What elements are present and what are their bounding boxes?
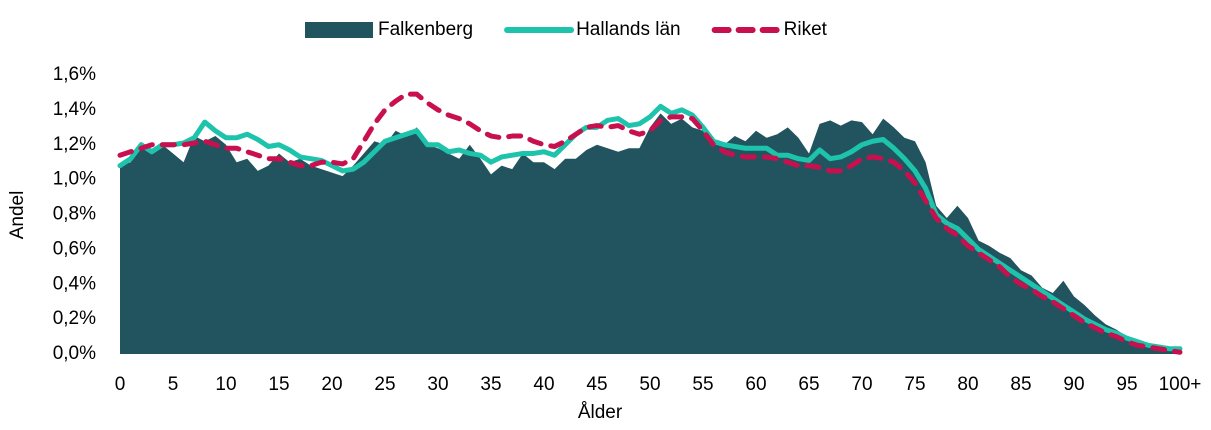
y-tick-label: 0,8%: [53, 204, 96, 225]
x-tick-label: 10: [215, 374, 236, 395]
legend-label: Falkenberg: [378, 19, 473, 40]
x-tick-label: 45: [586, 374, 607, 395]
x-tick-label: 100+: [1159, 374, 1202, 395]
x-tick-label: 0: [115, 374, 126, 395]
x-axis-title: Ålder: [578, 402, 623, 423]
x-tick-label: 40: [533, 374, 554, 395]
x-tick-label: 25: [374, 374, 395, 395]
x-tick-label: 85: [1010, 374, 1031, 395]
x-tick-label: 60: [745, 374, 766, 395]
x-tick-label: 35: [480, 374, 501, 395]
x-tick-label: 30: [427, 374, 448, 395]
area: [120, 113, 1180, 354]
y-tick-label: 0,2%: [53, 308, 96, 329]
line: [117, 103, 1183, 352]
y-tick-label: 1,6%: [53, 64, 96, 85]
legend-swatch: [305, 22, 373, 38]
x-tick-label: 65: [798, 374, 819, 395]
legend-label: Hallands län: [576, 19, 681, 40]
y-tick-label: 1,0%: [53, 169, 96, 190]
legend-label: Riket: [784, 19, 828, 40]
y-tick-label: 1,2%: [53, 134, 96, 155]
x-tick-label: 50: [639, 374, 660, 395]
x-tick-label: 95: [1116, 374, 1137, 395]
y-tick-label: 0,0%: [53, 343, 96, 364]
line: [117, 91, 1183, 355]
y-tick-label: 1,4%: [53, 99, 96, 120]
x-tick-label: 70: [851, 374, 872, 395]
x-tick-label: 20: [321, 374, 342, 395]
x-tick-label: 75: [904, 374, 925, 395]
y-tick-label: 0,4%: [53, 273, 96, 294]
x-tick-label: 5: [168, 374, 179, 395]
y-tick-label: 0,6%: [53, 238, 96, 259]
x-tick-label: 55: [692, 374, 713, 395]
x-tick-label: 15: [268, 374, 289, 395]
x-tick-label: 80: [957, 374, 978, 395]
y-axis-title: Andel: [7, 191, 28, 240]
x-tick-label: 90: [1063, 374, 1084, 395]
